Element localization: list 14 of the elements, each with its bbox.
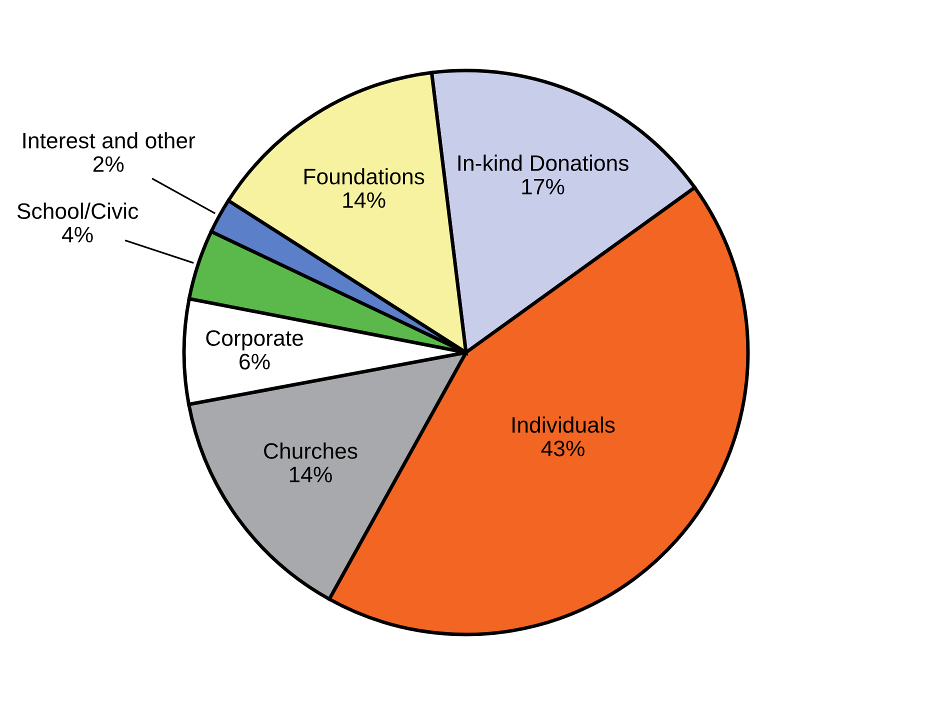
data-label: 4% xyxy=(62,226,93,242)
data-label: 6% xyxy=(240,354,270,370)
data-label: 2% xyxy=(93,156,124,172)
slice-label: Corporate xyxy=(206,330,303,350)
slice-label: Individuals xyxy=(512,416,615,433)
slice-label: Foundations xyxy=(304,168,424,184)
legend-label: School/Civic xyxy=(17,202,138,219)
data-label: 14% xyxy=(343,192,386,208)
slice-label: In-kind Donations xyxy=(458,154,628,171)
data-label: 43% xyxy=(541,440,584,456)
data-label: 17% xyxy=(522,178,564,194)
slice-label: Churches xyxy=(264,442,358,459)
data-label: 14% xyxy=(290,466,332,482)
slice-label: Interest and other xyxy=(23,132,196,148)
